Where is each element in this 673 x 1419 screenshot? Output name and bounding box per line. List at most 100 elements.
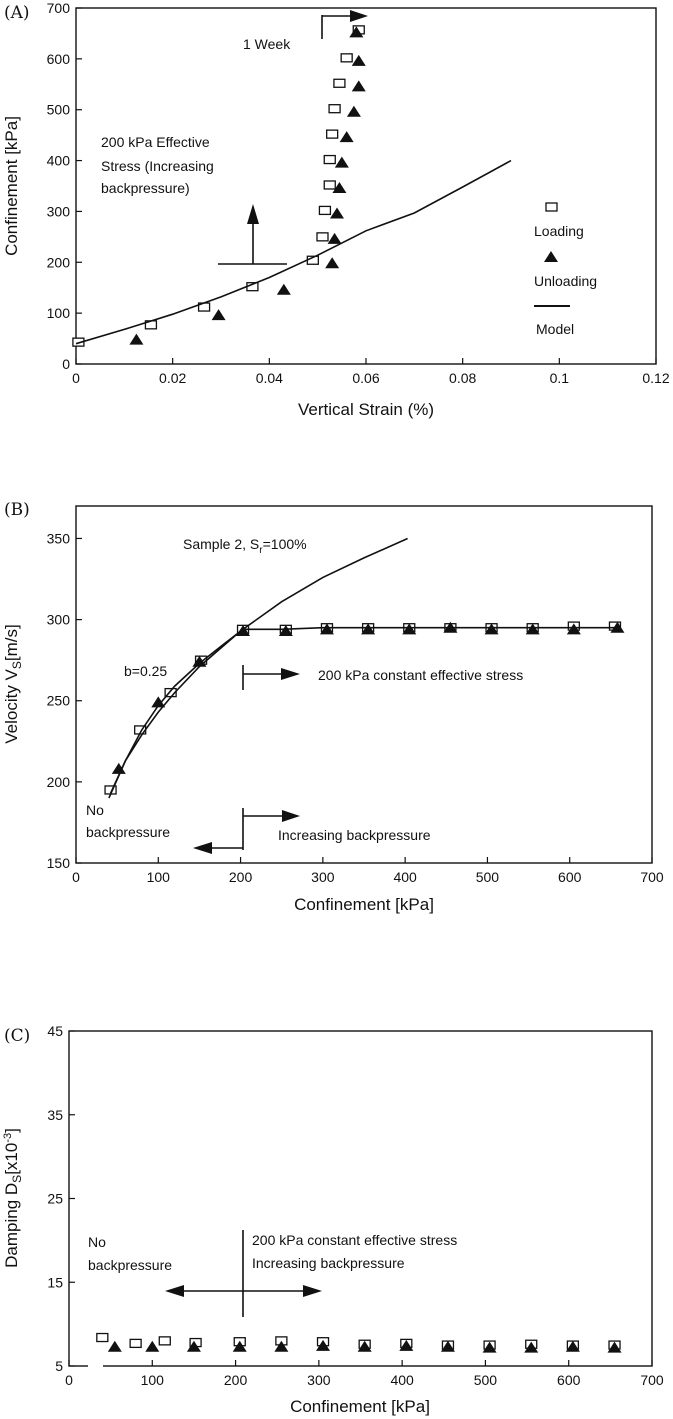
- panel-a-stress-line-3: backpressure): [101, 180, 190, 196]
- panel-b-y-tick-label: 350: [47, 530, 71, 546]
- panel-b-y-tick-label: 150: [47, 855, 71, 871]
- panel-c-loading-point: [129, 1338, 142, 1349]
- panel-a-loading-point: [323, 180, 336, 190]
- panel-b-unloading-point: [361, 623, 376, 635]
- panel-a: (A) 0 0.02 0.04 0.06 0.08 0.1 0.12 0 100 200 300 40…: [2, 0, 670, 419]
- panel-c-y-tick-label: 5: [55, 1358, 63, 1374]
- panel-a-y-tick-label: 700: [47, 0, 71, 16]
- panel-b-b-value: b=0.25: [124, 663, 167, 679]
- panel-a-unloading-point: [276, 283, 291, 295]
- panel-a-x-tick-label: 0.12: [642, 370, 669, 386]
- panel-b-left-arrow-head: [193, 842, 212, 854]
- panel-c-unloading-point: [482, 1341, 497, 1353]
- panel-b-unloading-point: [319, 623, 334, 635]
- panel-b-x-tick-label: 300: [311, 869, 335, 885]
- panel-c-x-tick-label: 700: [640, 1372, 664, 1388]
- panel-c-right-arrow-head: [303, 1285, 322, 1297]
- panel-a-y-tick-label: 0: [62, 356, 70, 372]
- panel-a-x-tick-label: 0.06: [352, 370, 379, 386]
- panel-b-right-arrow-head: [282, 810, 300, 822]
- panel-c-x-tick-label: 500: [474, 1372, 498, 1388]
- panel-b-x-axis-title: Confinement [kPa]: [294, 895, 434, 914]
- panel-a-loading-point: [323, 154, 336, 165]
- damping-unit-close: ]: [2, 1128, 21, 1133]
- panel-a-unloading-point: [327, 232, 342, 244]
- panel-b-upper-arrow-head: [281, 668, 300, 680]
- panel-a-y-tick-label: 200: [47, 254, 71, 270]
- panel-a-unloading-point: [339, 131, 354, 143]
- panel-a-unloading-point: [211, 309, 226, 321]
- panel-a-unloading-point: [332, 182, 347, 194]
- panel-b-unloading-point: [484, 623, 499, 635]
- panel-b-x-tick-label: 0: [72, 869, 80, 885]
- legend-unloading-triangle-icon: [544, 251, 558, 262]
- panel-c-y-tick-label: 25: [47, 1191, 63, 1207]
- damping-label: Damping D: [2, 1183, 21, 1268]
- panel-a-stress-line-1: 200 kPa Effective: [101, 134, 210, 150]
- panel-b-x-tick-label: 100: [147, 869, 171, 885]
- panel-c-x-tick-label: 300: [307, 1372, 331, 1388]
- panel-a-loading-point: [316, 232, 329, 242]
- panel-b-measured-trend-line: [109, 626, 620, 794]
- panel-a-week-annotation: 1 Week: [243, 36, 291, 52]
- damping-unit: [x10: [2, 1143, 21, 1175]
- panel-b-x-tick-label: 600: [558, 869, 582, 885]
- panel-a-x-axis-title: Vertical Strain (%): [298, 400, 434, 419]
- panel-c-unloading-point: [607, 1341, 622, 1353]
- panel-b-label: (B): [4, 500, 30, 520]
- panel-c-unloading-point: [274, 1340, 289, 1352]
- damping-exponent: -3: [2, 1133, 14, 1143]
- panel-a-x-tick-label: 0.1: [550, 370, 570, 386]
- panel-a-stress-line-2: Stress (Increasing: [101, 158, 214, 174]
- panel-a-up-arrow-head: [247, 204, 259, 224]
- panel-a-model-line: [75, 159, 512, 345]
- sample-subscript: r: [259, 545, 263, 556]
- panel-a-y-tick-label: 400: [47, 153, 71, 169]
- panel-b-unloading-point: [278, 624, 293, 636]
- panel-c-unloading-point: [357, 1340, 372, 1352]
- panel-a-y-tick-label: 300: [47, 203, 71, 219]
- panel-a-unloading-point: [330, 207, 344, 219]
- panel-c-unloading-point: [524, 1341, 539, 1353]
- panel-a-x-tick-label: 0.02: [159, 370, 186, 386]
- panel-a-loading-point: [333, 78, 346, 88]
- panel-a-unloading-point: [325, 257, 340, 269]
- panel-b: (B) 0 100 200 300 400 500 600 700 150 200 250 300 35…: [2, 500, 664, 914]
- panel-c-unloading-point: [186, 1340, 201, 1352]
- panel-b-y-axis-title: Velocity VS[m/s]: [2, 624, 24, 744]
- panel-b-unloading-point: [111, 762, 126, 774]
- legend-loading-label: Loading: [534, 223, 584, 239]
- panel-a-loading-point: [340, 53, 353, 63]
- panel-b-unloading-point: [525, 623, 540, 635]
- panel-b-sample-annotation: Sample 2, Sr=100%: [183, 536, 307, 556]
- panel-c-y-tick-label: 15: [47, 1274, 63, 1290]
- velocity-subscript: S: [10, 661, 24, 669]
- panel-a-unloading-point: [334, 156, 349, 168]
- panel-c-loading-point: [158, 1336, 171, 1346]
- panel-c-no-bp-line-2: backpressure: [88, 1257, 172, 1273]
- panel-a-legend: Loading Unloading Model: [534, 202, 597, 337]
- panel-a-loading-point: [318, 205, 332, 216]
- panel-b-y-tick-label: 250: [47, 693, 71, 709]
- panel-c-unloading-point: [399, 1339, 414, 1351]
- panel-a-loading-point: [326, 129, 339, 139]
- velocity-label: Velocity V: [2, 668, 21, 743]
- panel-b-y-tick-label: 200: [47, 774, 71, 790]
- damping-subscript: S: [10, 1175, 24, 1183]
- panel-c-unloading-point: [107, 1340, 122, 1352]
- panel-a-unloading-point: [129, 333, 144, 345]
- panel-c-constant-stress-label: 200 kPa constant effective stress: [252, 1232, 457, 1248]
- panel-b-plot-frame: [75, 505, 653, 864]
- panel-c-y-axis-title: Damping DS[x10-3]: [2, 1128, 24, 1268]
- panel-a-y-tick-label: 500: [47, 102, 71, 118]
- panel-c-x-tick-label: 200: [224, 1372, 248, 1388]
- panel-c-unloading-point: [316, 1339, 331, 1351]
- panel-c-label: (C): [4, 1026, 30, 1046]
- panel-c-unloading-point: [232, 1340, 247, 1352]
- legend-model-label: Model: [536, 321, 574, 337]
- panel-a-week-arrow-head: [350, 10, 368, 22]
- panel-b-x-tick-label: 700: [640, 869, 664, 885]
- panel-b-x-tick-label: 500: [476, 869, 500, 885]
- panel-c-unloading-point: [145, 1340, 160, 1352]
